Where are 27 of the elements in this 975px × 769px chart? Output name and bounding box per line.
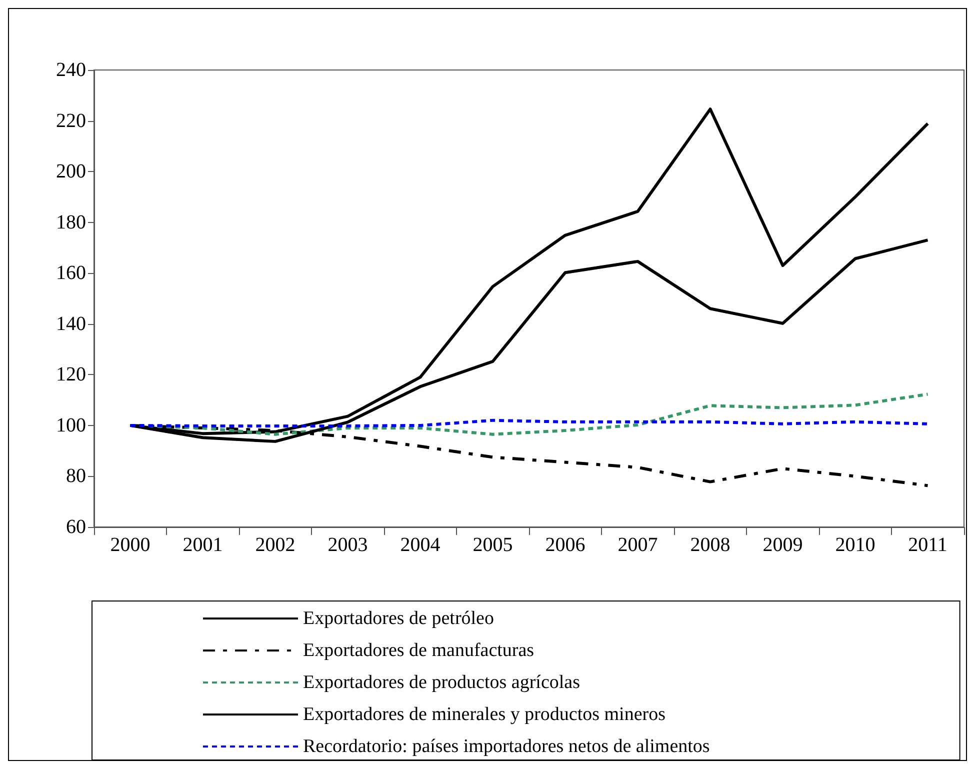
- legend-label: Exportadores de manufacturas: [303, 640, 534, 661]
- y-tick-label: 80: [66, 465, 86, 488]
- x-tick-label: 2002: [255, 534, 296, 556]
- y-tick-label: 140: [56, 312, 86, 335]
- legend-label: Exportadores de productos agrícolas: [303, 672, 580, 693]
- x-tick-label: 2005: [472, 534, 513, 556]
- x-tick-label: 2011: [908, 534, 948, 556]
- x-tick-label: 2009: [762, 534, 803, 556]
- y-tick-label: 120: [56, 364, 86, 386]
- y-tick-label: 220: [56, 110, 86, 132]
- y-tick-label: 240: [56, 59, 86, 81]
- x-tick-label: 2000: [110, 534, 150, 556]
- y-tick-label: 160: [56, 262, 86, 284]
- x-tick-label: 2006: [545, 534, 586, 556]
- y-tick-label: 200: [56, 160, 86, 183]
- y-tick-label: 180: [56, 211, 86, 234]
- x-tick-label: 2004: [400, 534, 440, 556]
- x-tick-label: 2001: [182, 534, 223, 556]
- legend-label: Exportadores de petróleo: [303, 608, 494, 629]
- x-tick-label: 2010: [835, 534, 876, 556]
- legend-label: Exportadores de minerales y productos mineros: [303, 704, 666, 725]
- x-tick-label: 2003: [328, 534, 368, 556]
- y-tick-label: 60: [66, 516, 86, 538]
- x-tick-label: 2007: [618, 534, 658, 556]
- legend-label: Recordatorio: países importadores netos de alimentos: [303, 736, 710, 757]
- x-tick-label: 2008: [690, 534, 730, 556]
- y-tick-label: 100: [56, 414, 86, 436]
